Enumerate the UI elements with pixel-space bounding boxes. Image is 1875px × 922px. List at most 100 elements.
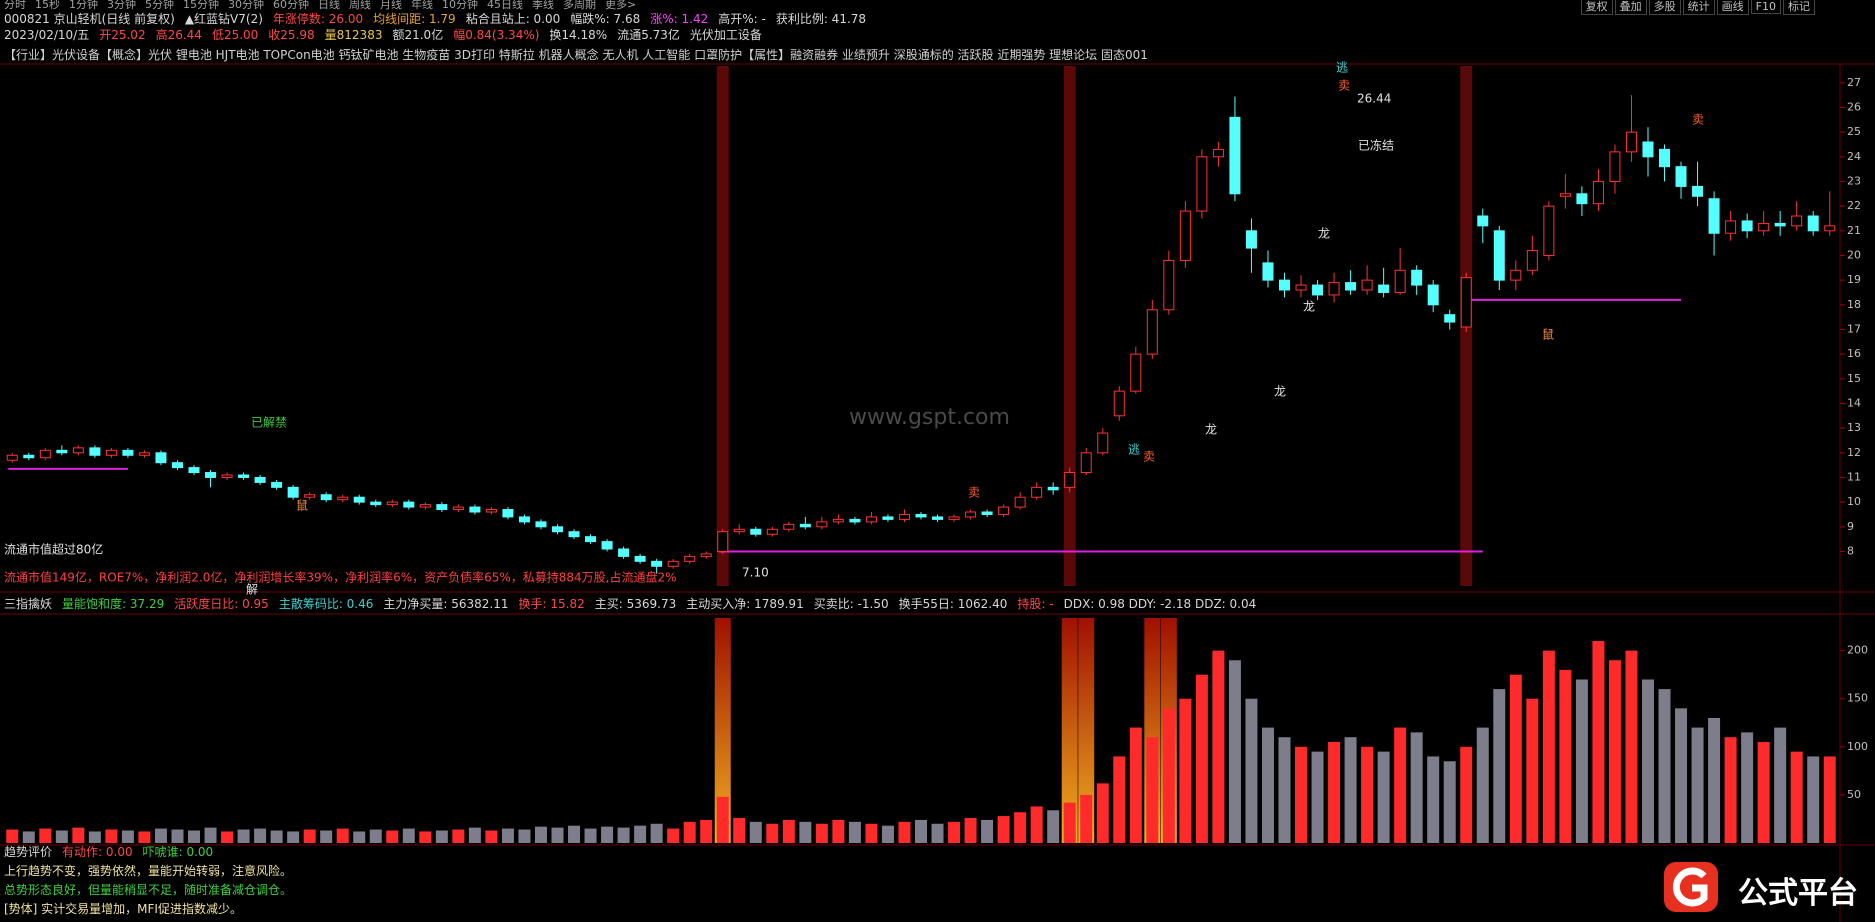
header-field: 粘合且站上: 0.00 (465, 12, 561, 26)
volume-bar (832, 819, 845, 843)
toolbar-item: 15分钟 (183, 0, 219, 11)
candle-body (667, 560, 679, 567)
candle-body (1493, 230, 1505, 281)
indicator-field: 换手: 15.82 (518, 597, 585, 611)
volume-bar (320, 830, 333, 843)
candle-body (6, 454, 18, 461)
y-tick-label: 16 (1847, 347, 1861, 360)
volume-bar (915, 819, 927, 843)
volume-bar (1179, 698, 1192, 843)
header-field: 开25.02 (99, 28, 146, 42)
annotation: 卖 (1143, 450, 1155, 464)
volume-bar (1328, 742, 1341, 843)
volume-bar (1608, 660, 1621, 843)
toolbar-button: 叠加 (1614, 0, 1647, 15)
candle-body (155, 452, 167, 464)
toolbar-button: 画线 (1716, 0, 1749, 15)
volume-bar (716, 796, 729, 843)
candle-body (882, 516, 894, 520)
volume-bar (287, 831, 300, 843)
candle-body (1774, 222, 1786, 227)
indicator-field: 量能饱和度: 37.29 (62, 597, 165, 611)
candle-body (634, 555, 646, 562)
candle-body (535, 521, 547, 528)
annotation: 龙 (1303, 300, 1315, 314)
candle-body (1559, 193, 1571, 197)
toolbar-item: 季线 (532, 0, 554, 11)
candle-body (1328, 282, 1340, 296)
candle-body (1262, 262, 1274, 281)
candle-body (816, 521, 828, 528)
toolbar-item: 15秒 (35, 0, 60, 11)
volume-bar (948, 821, 961, 843)
volume-bar (1427, 756, 1440, 843)
volume-bar (1146, 737, 1159, 843)
candle-body (138, 452, 150, 456)
volume-bar (1724, 737, 1737, 843)
volume-bar (1344, 737, 1357, 843)
candle-body (1659, 148, 1671, 168)
header-field: 涨%: 1.42 (650, 12, 709, 26)
header-field: 获利比例: 41.78 (775, 12, 867, 26)
volume-bar (700, 819, 713, 843)
candle-body (700, 553, 712, 557)
header-field: 高26.44 (155, 28, 202, 42)
candle-body (171, 462, 183, 469)
y-tick-label: 13 (1847, 421, 1861, 434)
volume-bar (1063, 802, 1076, 843)
annotation: 解 (246, 583, 258, 597)
candle-body (568, 531, 580, 538)
annotation: 卖 (968, 486, 980, 500)
header-field: 换14.18% (549, 28, 608, 42)
volume-bar (419, 831, 432, 843)
logo-shape (1672, 867, 1708, 907)
volume-bar (1212, 650, 1225, 843)
logo-text: 公式平台 (1738, 876, 1858, 911)
candle-body (948, 516, 960, 520)
trend-line: [势体] 实计交易量增加，MFI促进指数减少。 (4, 902, 242, 916)
volume-bar (1509, 674, 1522, 843)
candle-body (485, 509, 497, 513)
candle-body (1080, 452, 1092, 474)
volume-bar (1542, 650, 1555, 843)
header-field: 均线间距: 1.79 (373, 12, 456, 26)
candle-body (717, 531, 729, 552)
volume-bar (138, 831, 151, 843)
volume-bar (39, 828, 52, 843)
volume-bar (1493, 689, 1506, 843)
y-tick-label: 27 (1847, 76, 1861, 89)
annotation: 鼠 (1542, 328, 1554, 342)
candle-body (1592, 180, 1604, 205)
toolbar-button: 多股 (1648, 0, 1681, 15)
y-tick-label: 15 (1847, 372, 1861, 385)
concept-line: 【行业】光伏设备【概念】光伏 锂电池 HJT电池 TOPCon电池 钙钛矿电池 … (4, 48, 1148, 62)
volume-bar (766, 823, 779, 843)
volume-bar (584, 828, 597, 843)
candle-body (849, 518, 861, 523)
volume-bar (1526, 698, 1539, 843)
volume-bar (782, 819, 795, 843)
volume-bar (105, 829, 118, 843)
candle-body (23, 454, 35, 459)
y-tick-label: 150 (1847, 692, 1868, 705)
toolbar-item: 60分钟 (273, 0, 309, 11)
annotation: 已冻结 (1358, 138, 1394, 153)
volume-bar (1476, 727, 1489, 843)
candle-body (1675, 166, 1687, 187)
candle-body (651, 560, 663, 567)
volume-bar (1295, 746, 1308, 843)
volume-bar (386, 830, 399, 843)
y-tick-label: 24 (1847, 150, 1861, 163)
toolbar-right: 复权 叠加 多股 统计 画线 F10 标记 (1579, 0, 1815, 15)
volume-bar (898, 821, 911, 843)
volume-highlight (1078, 618, 1095, 843)
candle-body (1824, 225, 1836, 232)
indicator-field: 主动买入净: 1789.91 (686, 597, 804, 611)
y-tick-label: 9 (1847, 520, 1854, 533)
volume-bar (1030, 806, 1043, 843)
candle-body (452, 506, 464, 511)
toolbar-button: F10 (1750, 0, 1781, 14)
volume-bar (1443, 761, 1456, 843)
candle-body (1179, 210, 1191, 261)
volume-bar (270, 830, 283, 843)
